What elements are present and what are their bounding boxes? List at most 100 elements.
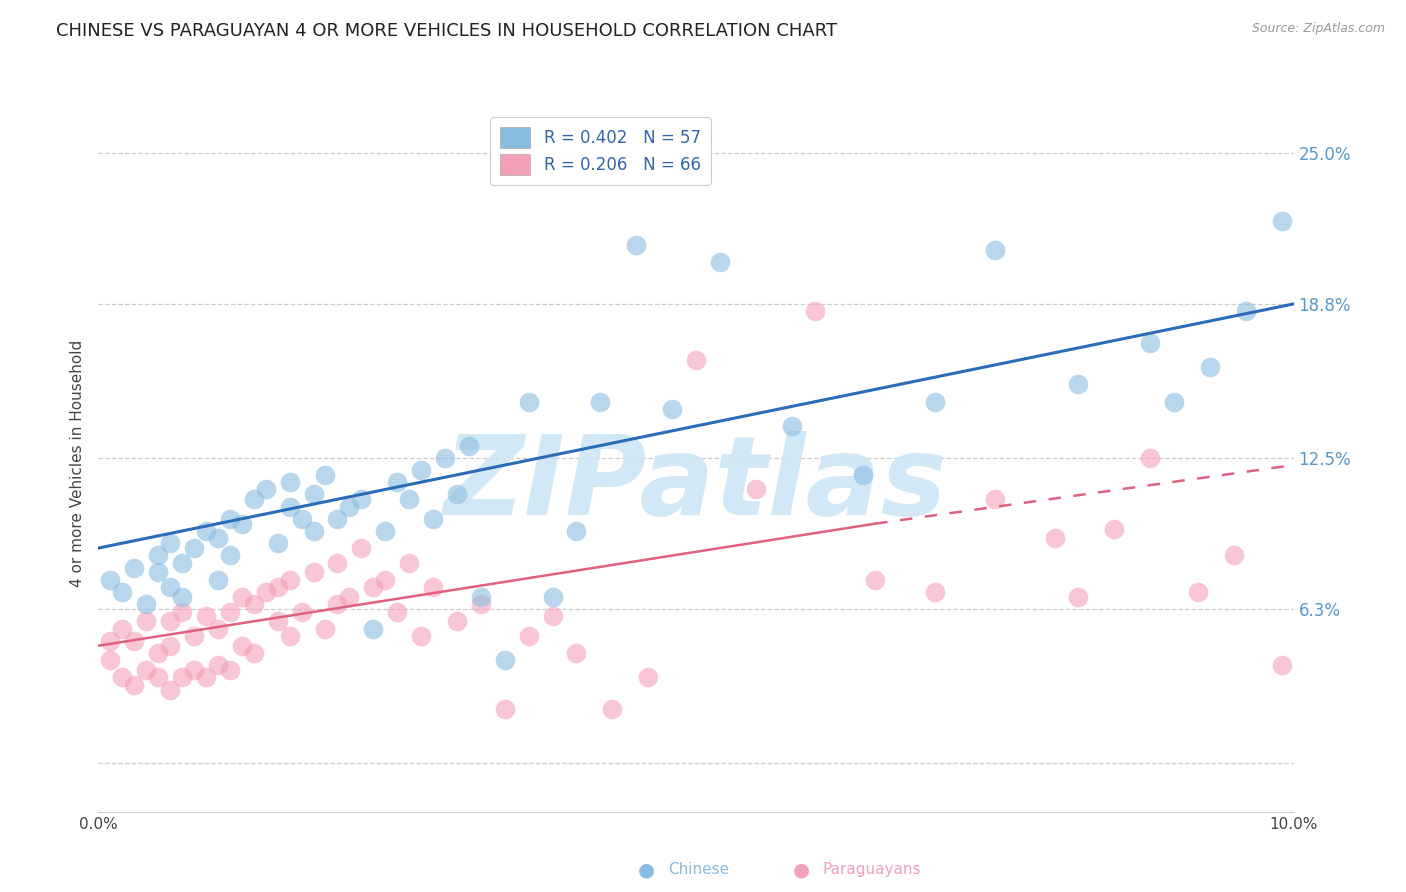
Text: ●: ● (793, 860, 810, 880)
Point (350, 541, 373, 555)
Point (1067, 590, 1090, 604)
Point (148, 646, 170, 660)
Point (315, 622, 337, 636)
Point (195, 670, 218, 684)
Point (100, 573, 122, 587)
Point (207, 531, 229, 545)
Point (589, 394, 612, 409)
Point (231, 590, 253, 604)
Point (709, 255, 731, 269)
Point (172, 590, 194, 604)
Point (302, 487, 325, 501)
Point (100, 633, 122, 648)
Point (267, 615, 290, 629)
Point (172, 556, 194, 570)
Point (111, 670, 134, 684)
Point (219, 663, 242, 677)
Point (1104, 522, 1126, 536)
Point (148, 549, 170, 563)
Point (637, 670, 659, 684)
Point (517, 394, 540, 409)
Point (207, 658, 229, 673)
Point (984, 492, 1007, 507)
Point (661, 401, 683, 416)
Point (422, 580, 444, 594)
Point (363, 580, 385, 594)
Point (159, 615, 181, 629)
Point (924, 585, 946, 599)
Point (124, 678, 146, 692)
Point (422, 512, 444, 526)
Point (207, 622, 229, 636)
Point (626, 238, 648, 252)
Point (1163, 394, 1185, 409)
Point (291, 512, 314, 526)
Point (565, 524, 588, 538)
Point (278, 475, 301, 490)
Point (195, 609, 218, 624)
Point (339, 500, 360, 514)
Point (398, 492, 420, 507)
Point (219, 549, 242, 563)
Point (339, 590, 360, 604)
Point (278, 573, 301, 587)
Point (984, 244, 1007, 258)
Point (100, 653, 122, 667)
Point (1187, 585, 1209, 599)
Point (494, 702, 516, 716)
Point (135, 597, 157, 611)
Point (1139, 336, 1161, 351)
Point (111, 622, 134, 636)
Point (278, 500, 301, 514)
Point (302, 524, 325, 538)
Point (172, 670, 194, 684)
Point (267, 536, 290, 550)
Legend: R = 0.402   N = 57, R = 0.206   N = 66: R = 0.402 N = 57, R = 0.206 N = 66 (491, 118, 710, 185)
Point (231, 516, 253, 531)
Point (446, 487, 468, 501)
Point (446, 615, 468, 629)
Point (148, 566, 170, 580)
Text: Paraguayans: Paraguayans (823, 863, 921, 877)
Text: ●: ● (638, 860, 655, 880)
Point (852, 467, 875, 482)
Point (374, 524, 396, 538)
Point (326, 556, 349, 570)
Point (1139, 450, 1161, 465)
Point (374, 573, 396, 587)
Point (159, 536, 181, 550)
Point (1067, 377, 1090, 392)
Point (517, 629, 540, 643)
Text: ZIPatlas: ZIPatlas (444, 431, 948, 538)
Point (207, 573, 229, 587)
Point (124, 560, 146, 574)
Point (780, 419, 803, 434)
Point (172, 605, 194, 619)
Point (135, 663, 157, 677)
Text: Source: ZipAtlas.com: Source: ZipAtlas.com (1251, 22, 1385, 36)
Point (124, 633, 146, 648)
Point (804, 304, 827, 318)
Point (243, 646, 266, 660)
Point (1271, 214, 1294, 228)
Point (1234, 304, 1257, 318)
Point (183, 541, 205, 555)
Point (278, 629, 301, 643)
Point (470, 597, 492, 611)
Point (363, 622, 385, 636)
Point (231, 639, 253, 653)
Point (183, 629, 205, 643)
Text: CHINESE VS PARAGUAYAN 4 OR MORE VEHICLES IN HOUSEHOLD CORRELATION CHART: CHINESE VS PARAGUAYAN 4 OR MORE VEHICLES… (56, 22, 838, 40)
Point (219, 512, 242, 526)
Point (398, 556, 420, 570)
Point (159, 580, 181, 594)
Point (385, 605, 409, 619)
Point (148, 670, 170, 684)
Point (159, 639, 181, 653)
Point (541, 609, 564, 624)
Point (291, 605, 314, 619)
Point (411, 463, 433, 477)
Point (434, 450, 457, 465)
Point (924, 394, 946, 409)
Point (159, 682, 181, 697)
